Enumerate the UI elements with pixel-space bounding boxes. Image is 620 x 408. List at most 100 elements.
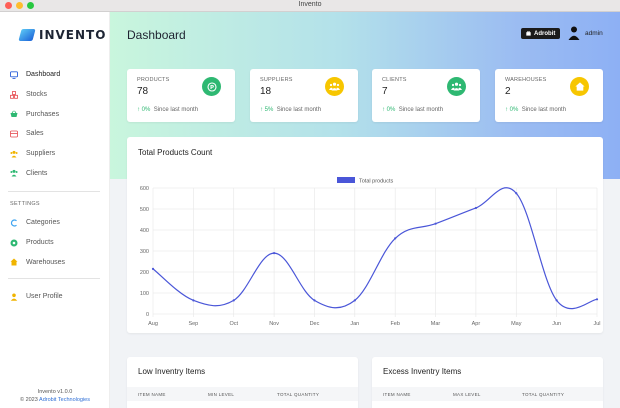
main-content: Dashboard Adrobit admin PRODUCTS 78 P ↑ … xyxy=(110,12,620,408)
stat-delta-since: Since last month xyxy=(153,107,199,113)
x-tick-label: Jun xyxy=(552,321,561,327)
sidebar-divider xyxy=(8,278,100,279)
stat-delta: ↑ 0% Since last month xyxy=(137,107,199,113)
home-icon xyxy=(570,77,589,96)
stat-delta: ↑ 5% Since last month xyxy=(260,107,322,113)
y-tick-label: 300 xyxy=(140,249,149,255)
sidebar-item-label: Products xyxy=(26,239,54,247)
briefcase-icon xyxy=(526,31,531,36)
data-point xyxy=(474,206,478,210)
x-tick-label: Apr xyxy=(472,321,481,327)
x-tick-label: Oct xyxy=(229,321,238,327)
column-header[interactable]: ITEM NAME xyxy=(138,392,166,397)
minimize-window-button[interactable] xyxy=(16,2,23,9)
sidebar-item-label: Stocks xyxy=(26,91,48,99)
y-tick-label: 500 xyxy=(140,207,149,213)
users-icon xyxy=(325,77,344,96)
sidebar-item-label: Clients xyxy=(26,169,48,177)
data-point xyxy=(353,299,356,302)
user-avatar-icon[interactable] xyxy=(568,26,580,40)
zoom-window-button[interactable] xyxy=(27,2,34,9)
column-header[interactable]: TOTAL QUANTITY xyxy=(522,392,565,397)
stat-value: 7 xyxy=(382,86,388,97)
svg-text:P: P xyxy=(209,85,213,91)
sidebar-item-purchases[interactable]: Purchases xyxy=(0,104,110,124)
user-name[interactable]: admin xyxy=(585,30,603,37)
stat-delta-pct: 0% xyxy=(386,107,396,113)
sidebar-item-user-profile[interactable]: User Profile xyxy=(0,287,110,307)
brand-badge[interactable]: Adrobit xyxy=(521,28,561,39)
column-header[interactable]: MIN LEVEL xyxy=(208,392,235,397)
sidebar-item-label: Warehouses xyxy=(26,258,66,266)
brand-name: INVENTO xyxy=(39,28,107,42)
x-tick-label: Feb xyxy=(390,321,399,327)
sidebar-item-label: User Profile xyxy=(26,293,63,301)
x-tick-label: Nov xyxy=(269,321,279,327)
x-tick-label: Sep xyxy=(188,321,198,327)
brand-logo[interactable]: INVENTO xyxy=(18,28,107,42)
y-tick-label: 600 xyxy=(140,186,149,192)
column-header[interactable]: TOTAL QUANTITY xyxy=(277,392,320,397)
x-tick-label: Aug xyxy=(148,321,158,327)
products-line-chart: 0 100 200 300 400 500 600 Aug Sep Oct Nov Dec Jan Feb… xyxy=(140,177,601,327)
sidebar-item-warehouses[interactable]: Warehouses xyxy=(0,252,110,272)
excess-inventory-card: Excess Inventry Items ITEM NAME MAX LEVE… xyxy=(372,357,603,408)
series-line xyxy=(152,187,598,310)
y-tick-label: 100 xyxy=(140,291,149,297)
data-point xyxy=(515,192,518,195)
stat-card-clients[interactable]: CLIENTS 7 ↑ 0% Since last month xyxy=(372,69,480,122)
sidebar-item-stocks[interactable]: Stocks xyxy=(0,85,110,105)
data-point xyxy=(555,299,558,302)
y-tick-label: 0 xyxy=(146,312,149,318)
data-point xyxy=(595,298,599,301)
version-footer: Invento v1.0.0 © 2023 Adrobit Technologi… xyxy=(0,388,110,404)
column-header[interactable]: ITEM NAME xyxy=(383,392,411,397)
data-point xyxy=(313,299,316,302)
product-icon xyxy=(10,239,18,247)
stat-delta: ↑ 0% Since last month xyxy=(382,107,444,113)
sidebar-item-suppliers[interactable]: Suppliers xyxy=(0,144,110,164)
window-titlebar: Invento xyxy=(0,0,620,12)
main-nav: Dashboard Stocks Purchases Sales Supplie… xyxy=(0,65,110,183)
stat-value: 78 xyxy=(137,86,149,97)
brand-badge-label: Adrobit xyxy=(534,30,556,37)
y-tick-label: 400 xyxy=(140,228,149,234)
users-icon xyxy=(10,150,18,158)
stat-delta-pct: 0% xyxy=(141,107,151,113)
sidebar-item-clients[interactable]: Clients xyxy=(0,163,110,183)
settings-section-label: SETTINGS xyxy=(10,201,40,207)
clients-icon xyxy=(447,77,466,96)
company-link[interactable]: Adrobit Technologies xyxy=(39,397,90,403)
stat-delta: ↑ 0% Since last month xyxy=(505,107,567,113)
data-point xyxy=(394,237,397,240)
sidebar-item-products[interactable]: Products xyxy=(0,233,110,253)
stat-label: CLIENTS xyxy=(382,77,407,83)
sidebar-item-label: Categories xyxy=(26,219,60,227)
boxes-icon xyxy=(10,90,18,99)
x-tick-label: May xyxy=(511,321,522,327)
sidebar-item-label: Suppliers xyxy=(26,150,56,158)
table-title: Low Inventry Items xyxy=(138,367,206,376)
stat-label: WAREHOUSES xyxy=(505,77,547,83)
legend-swatch xyxy=(337,177,355,183)
sidebar-item-sales[interactable]: Sales xyxy=(0,124,110,144)
data-point xyxy=(272,252,276,255)
copyright-prefix: © 2023 xyxy=(19,397,40,403)
low-inventory-card: Low Inventry Items ITEM NAME MIN LEVEL T… xyxy=(127,357,358,408)
table-title: Excess Inventry Items xyxy=(383,367,462,376)
user-icon xyxy=(10,293,18,301)
sidebar-item-dashboard[interactable]: Dashboard xyxy=(0,65,110,85)
y-tick-label: 200 xyxy=(140,270,149,276)
sidebar-item-categories[interactable]: Categories xyxy=(0,213,110,233)
c-icon xyxy=(10,219,18,227)
column-header[interactable]: MAX LEVEL xyxy=(453,392,481,397)
close-window-button[interactable] xyxy=(5,2,12,9)
stat-card-suppliers[interactable]: SUPPLIERS 18 ↑ 5% Since last month xyxy=(250,69,358,122)
stat-card-warehouses[interactable]: WAREHOUSES 2 ↑ 0% Since last month xyxy=(495,69,603,122)
stat-value: 2 xyxy=(505,86,511,97)
profile-nav: User Profile xyxy=(0,287,110,307)
stat-card-products[interactable]: PRODUCTS 78 P ↑ 0% Since last month xyxy=(127,69,235,122)
x-tick-label: Jul xyxy=(593,321,600,327)
data-point xyxy=(192,299,195,302)
data-point xyxy=(151,267,155,270)
